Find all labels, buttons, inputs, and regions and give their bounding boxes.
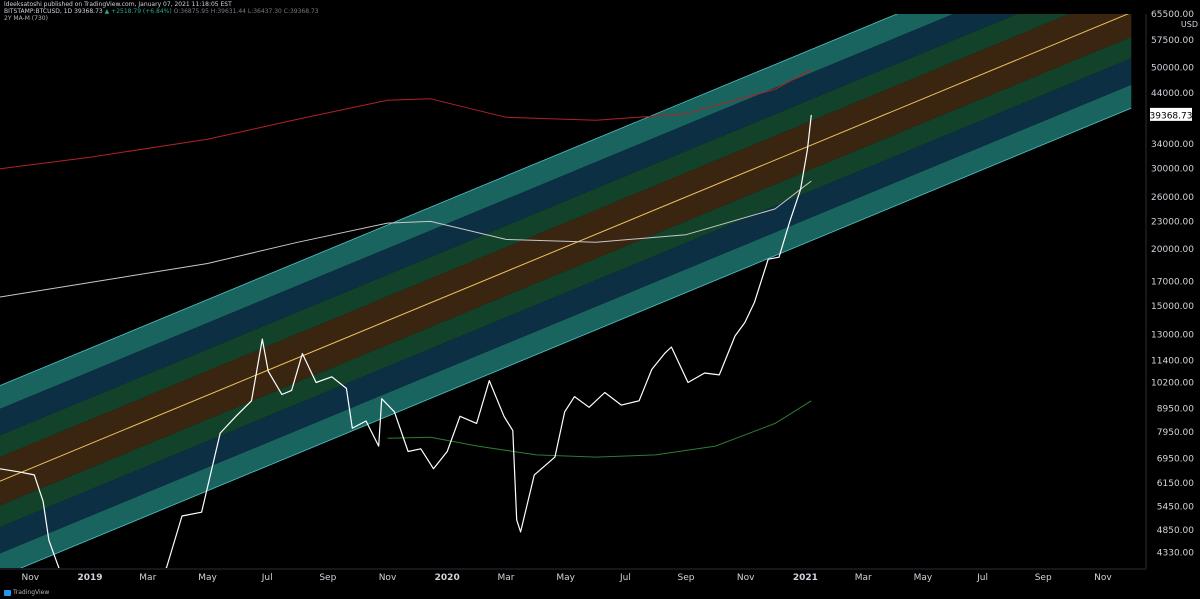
x-tick-label: 2020 [435,573,460,583]
price-line [0,114,812,568]
symbol-line: BITSTAMP:BTCUSD, 1D 39368.73 ▲ +2518.79 … [4,8,319,15]
y-tick-label: 57500.00 [1151,36,1194,46]
symbol-label: BITSTAMP:BTCUSD, 1D [4,8,73,15]
band-green-lower [0,36,1132,527]
y-tick-label: 8950.00 [1157,404,1194,414]
x-tick-label: Mar [139,573,156,583]
band-center-line [0,14,1129,482]
x-tick-label: Mar [498,573,515,583]
y-tick-label: 50000.00 [1151,64,1194,74]
y-tick-label: 30000.00 [1151,165,1194,175]
y-tick-label: 6950.00 [1157,455,1194,465]
band-brown-core [0,14,1132,506]
publisher-line: ldeeksatoshi published on TradingView.co… [4,1,232,8]
y-tick-label: 34000.00 [1151,140,1194,150]
y-tick-label: 7950.00 [1157,428,1194,438]
plot-area[interactable] [0,0,1132,597]
mid-ma-line [0,180,812,298]
tradingview-icon [4,589,11,596]
last-price-label: 39368.73 [1150,111,1193,121]
change-label: ▲ +2518.79 (+6.84%) [104,8,172,15]
price-label: 39368.73 [74,8,103,15]
y-tick-label: 15000.00 [1151,302,1194,312]
x-tick-label: Jul [619,573,631,583]
tradingview-logo-text: TradingView [13,589,50,596]
lower-ma-line [387,400,812,458]
y-tick-label: 44000.00 [1151,89,1194,99]
y-tick-label: 23000.00 [1151,217,1194,227]
x-tick-label: Mar [855,573,872,583]
last-price-box [1150,107,1192,121]
x-tick-label: Sep [678,573,695,583]
y-tick-label: 10200.00 [1151,379,1194,389]
band-lower-edge [20,107,1132,568]
x-tick-label: Nov [22,573,40,583]
x-tick-label: 2019 [77,573,102,583]
x-tick-label: Jul [261,573,273,583]
y-tick-label: 26000.00 [1151,193,1194,203]
x-tick-label: May [556,573,575,583]
x-tick-label: Jul [976,573,988,583]
band-blue-lower [0,58,1132,554]
y-tick-label: 5450.00 [1157,503,1194,513]
upper-ma-line [0,69,812,170]
y-tick-label: 20000.00 [1151,245,1194,255]
y-tick-label: 6150.00 [1157,479,1194,489]
y-tick-label: 65500.00 [1151,10,1194,20]
x-axis[interactable]: Nov 2019 Mar May Jul Sep Nov 2020 Mar May Jul Sep No… [0,14,1147,583]
y-tick-label: 4850.00 [1157,526,1194,536]
y-tick-label: 11400.00 [1151,357,1194,367]
x-tick-label: Nov [379,573,397,583]
x-tick-label: Sep [319,573,336,583]
ohlc-label: O:36875.95 H:39631.44 L:36437.30 C:39368… [173,8,319,15]
y-tick-label: 17000.00 [1151,277,1194,287]
x-tick-label: 2021 [793,573,818,583]
x-tick-label: May [914,573,933,583]
band-upper-edge [0,14,898,386]
axis-currency-label: USD [1180,20,1198,29]
y-tick-label: 13000.00 [1151,330,1194,340]
x-tick-label: Nov [737,573,755,583]
band-outer-lower [0,84,1132,568]
x-tick-label: Nov [1094,573,1112,583]
tradingview-logo[interactable]: TradingView [4,589,49,596]
x-tick-label: Sep [1035,573,1052,583]
indicator-label: 2Y MA-M (730) [4,15,48,22]
y-axis[interactable]: 65500.00 57500.00 50000.00 44000.00 34000.00… [1150,10,1195,558]
x-tick-label: May [198,573,217,583]
y-tick-label: 4330.00 [1157,548,1194,558]
